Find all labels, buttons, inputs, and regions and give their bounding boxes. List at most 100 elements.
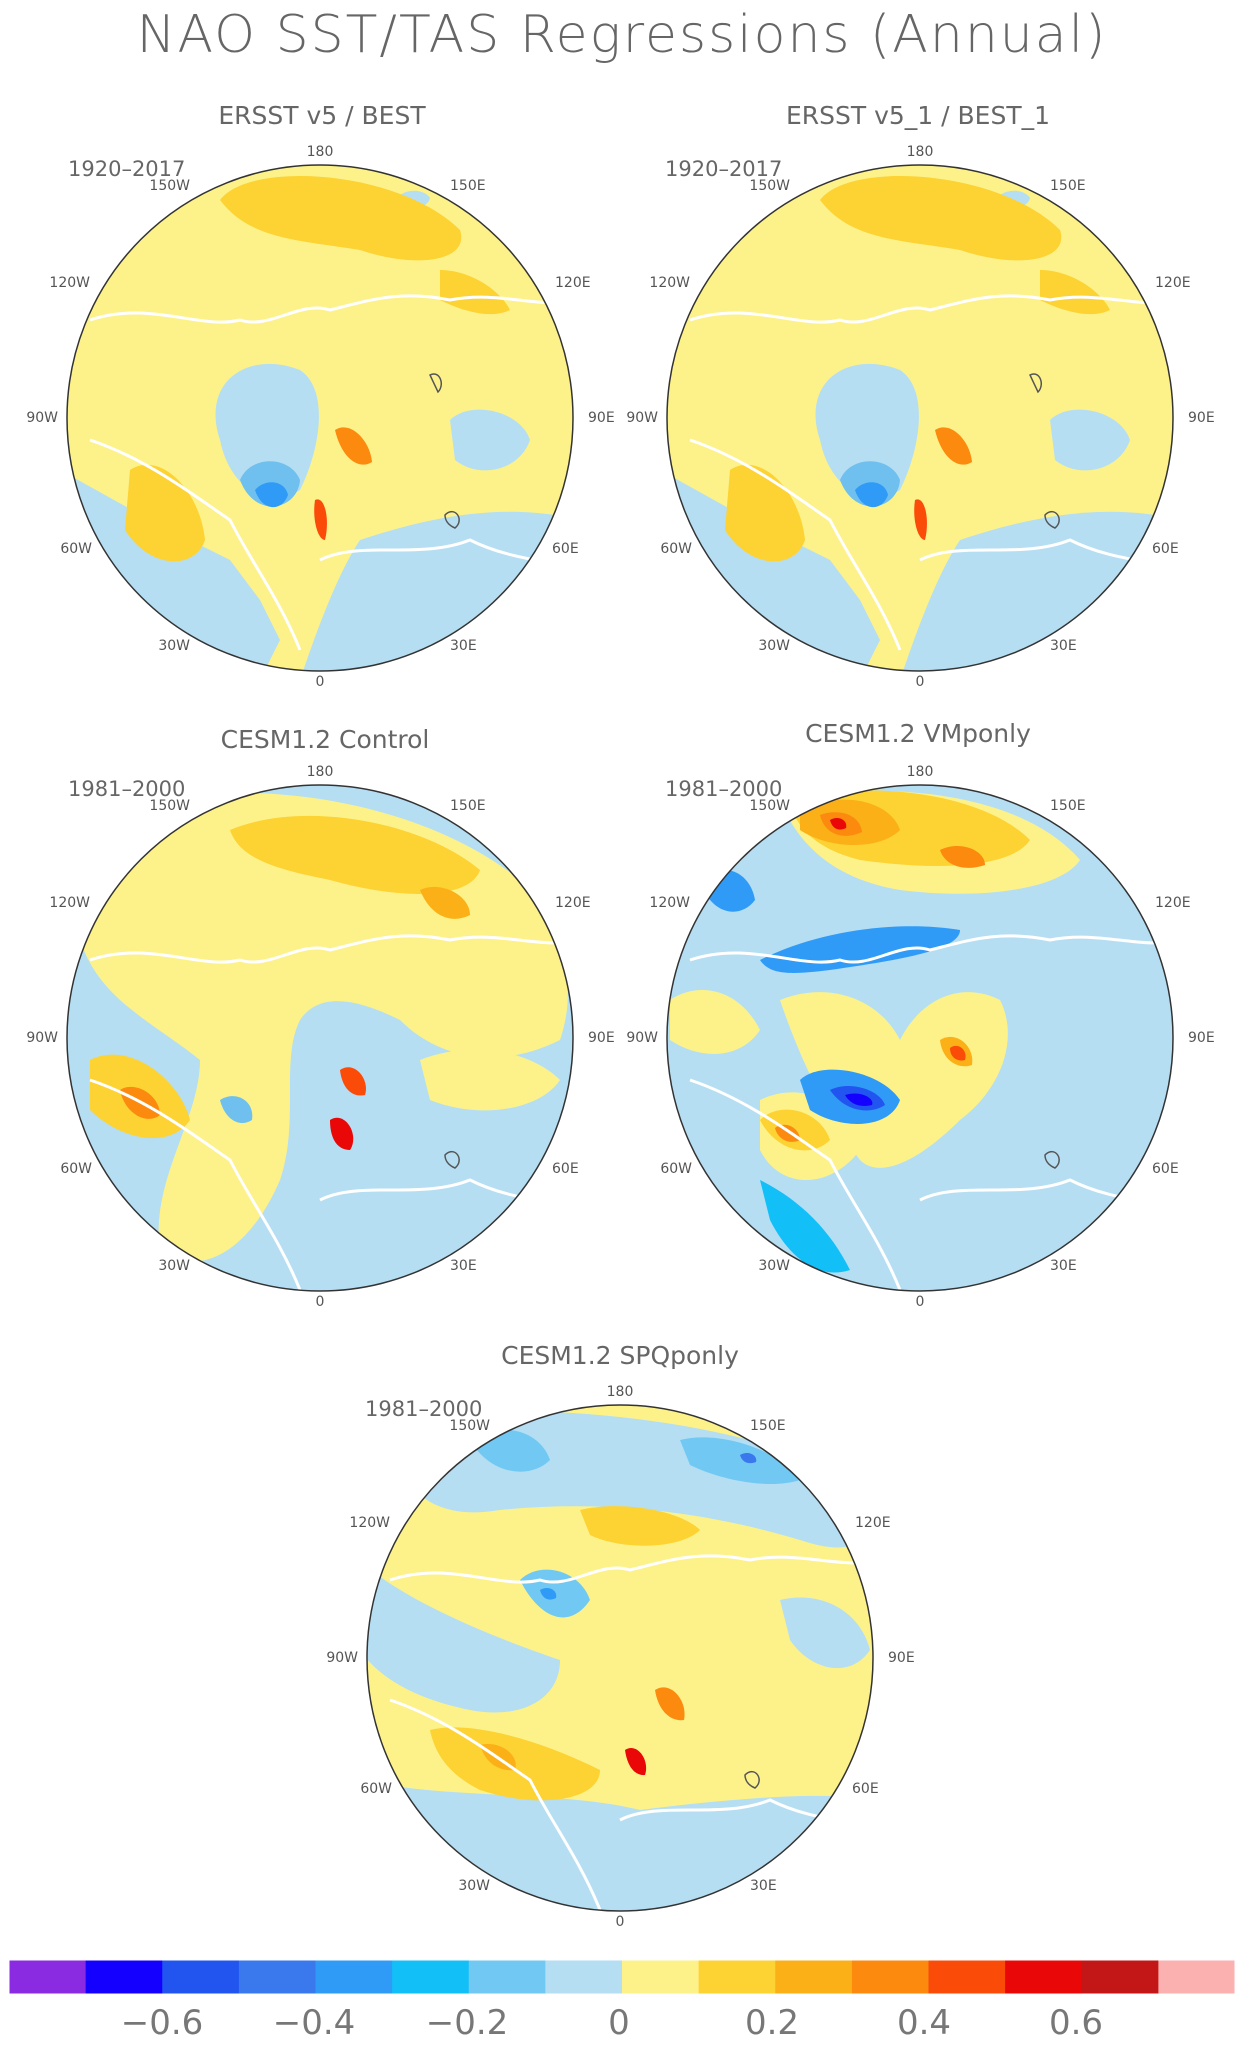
lon-label: 60E: [552, 541, 579, 557]
figure-title: NAO SST/TAS Regressions (Annual): [137, 5, 1108, 65]
positive-region: [775, 1124, 800, 1142]
colorbar-frame: [8, 1959, 1236, 1995]
positive-region: [914, 499, 927, 540]
polar-map: [667, 785, 1173, 1291]
colorbar-swatch: [851, 1960, 930, 1994]
positive-region: [340, 1067, 366, 1096]
colorbar-swatch: [1005, 1960, 1083, 1994]
lon-label: 120W: [649, 895, 690, 911]
panel-ersst1-best1: ERSST v5_1 / BEST_1 1920–2017 180 150W 1…: [626, 101, 1214, 690]
lake-outline: [1044, 510, 1060, 529]
positive-region: [935, 427, 972, 465]
panel-cesm-spqponly: CESM1.2 SPQponly 1981–2000 180 150W: [326, 1341, 914, 1930]
positive-region: [335, 427, 372, 465]
colorbar-tick-label: 0.4: [897, 2003, 951, 2043]
lon-label: 120W: [49, 275, 90, 291]
panel-period: 1920–2017: [68, 157, 185, 181]
positive-region: [220, 176, 462, 261]
lon-label: 150W: [149, 798, 190, 814]
panel-title: ERSST v5_1 / BEST_1: [786, 101, 1050, 130]
lake-outline: [1044, 1150, 1060, 1169]
colorbar-swatch: [622, 1960, 700, 1994]
lon-label: 60W: [360, 1781, 392, 1797]
lon-label: 90W: [26, 410, 58, 426]
positive-region: [950, 1045, 966, 1061]
lon-label: 0: [916, 1294, 925, 1310]
lon-label: 30E: [450, 638, 477, 654]
lon-label: 0: [916, 674, 925, 690]
negative-region: [220, 1096, 253, 1124]
lon-label: 0: [316, 674, 325, 690]
lon-label: 30W: [758, 1258, 790, 1274]
lon-label: 30W: [158, 1258, 190, 1274]
lon-label: 90W: [326, 1650, 358, 1666]
lon-label: 150W: [749, 798, 790, 814]
positive-region: [820, 176, 1062, 261]
panel-title: CESM1.2 SPQponly: [501, 1341, 739, 1370]
lon-label: 30E: [1050, 638, 1077, 654]
positive-region: [580, 1506, 700, 1546]
map-border: [666, 784, 1174, 1292]
panel-period: 1981–2000: [665, 777, 782, 801]
lon-label: 90E: [588, 410, 615, 426]
colorbar-swatch: [315, 1960, 393, 1994]
positive-region: [670, 990, 760, 1054]
polar-map: [67, 165, 573, 671]
lon-label: 60W: [60, 1161, 92, 1177]
colorbar-swatch: [698, 1960, 776, 1994]
negative-region: [540, 1587, 557, 1600]
lon-label: 120W: [49, 895, 90, 911]
lon-label: 150E: [1050, 178, 1086, 194]
colorbar-swatch: [928, 1960, 1006, 1994]
lon-label: 30W: [758, 638, 790, 654]
map-border: [366, 1404, 874, 1912]
lon-label: 30E: [450, 1258, 477, 1274]
lon-label: 120W: [349, 1515, 390, 1531]
positive-region: [314, 499, 327, 540]
lon-label: 120W: [649, 275, 690, 291]
lake-outline: [444, 510, 460, 529]
colorbar-tick-label: −0.6: [121, 2003, 204, 2043]
coastline: [89, 1078, 302, 1291]
lake-outline: [429, 373, 442, 394]
lon-label: 90E: [888, 1650, 915, 1666]
coastline: [689, 1078, 902, 1291]
panel-title: CESM1.2 Control: [221, 725, 430, 754]
panel-title: ERSST v5 / BEST: [218, 101, 426, 130]
lon-label: 120E: [555, 895, 591, 911]
lon-label: 30E: [1050, 1258, 1077, 1274]
colorbar-tick-label: 0.6: [1049, 2003, 1103, 2043]
negative-region: [215, 363, 319, 498]
positive-region: [625, 1748, 647, 1776]
lon-label: 90W: [626, 1030, 658, 1046]
negative-region: [367, 1560, 560, 1713]
polar-map: [667, 165, 1173, 671]
panel-ersst-best: ERSST v5 / BEST 1920–2017 180 150W 150E: [26, 101, 614, 690]
coastline: [689, 934, 1173, 964]
colorbar-tick-label: −0.2: [426, 2003, 509, 2043]
colorbar-tick-labels: −0.6 −0.4 −0.2 0 0.2 0.4 0.6: [121, 2003, 1103, 2043]
coastline: [89, 294, 573, 324]
lon-label: 180: [607, 1384, 634, 1400]
polar-map: [367, 1405, 873, 1911]
lon-label: 60W: [60, 541, 92, 557]
colorbar-swatch: [9, 1960, 87, 1994]
map-border: [666, 164, 1174, 672]
positive-region: [830, 817, 847, 830]
lon-label: 150E: [450, 798, 486, 814]
lon-label: 120E: [1155, 895, 1191, 911]
lon-label: 60E: [1152, 541, 1179, 557]
negative-region: [855, 482, 888, 508]
lon-label: 150E: [750, 1418, 786, 1434]
lon-label: 60W: [660, 1161, 692, 1177]
positive-region: [230, 815, 480, 894]
lon-label: 90E: [1188, 410, 1215, 426]
polar-map: [67, 785, 573, 1291]
lon-label: 180: [907, 764, 934, 780]
lon-label: 90E: [1188, 1030, 1215, 1046]
panel-period: 1920–2017: [665, 157, 782, 181]
lon-label: 180: [307, 144, 334, 160]
lon-label: 180: [907, 144, 934, 160]
lon-label: 150W: [149, 178, 190, 194]
